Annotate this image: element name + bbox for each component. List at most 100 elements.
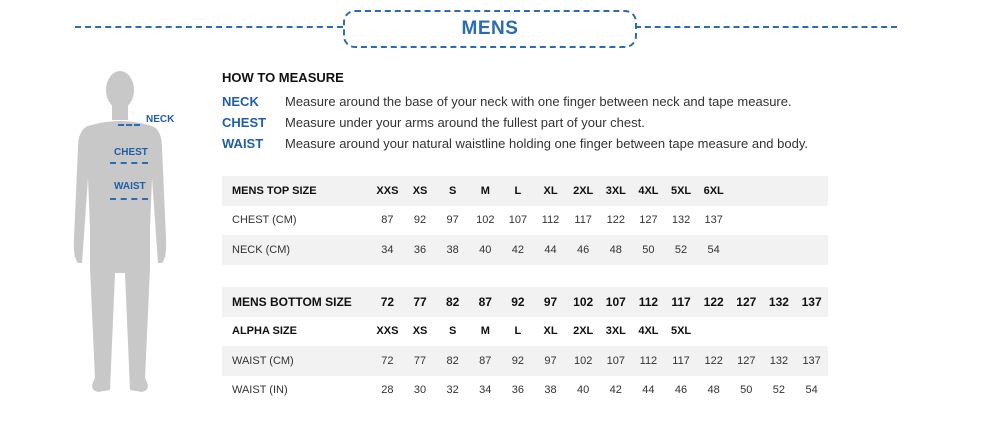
table-cell: 50: [632, 235, 665, 265]
table-cell: 3XL: [605, 325, 626, 338]
table-cell: 97: [534, 287, 567, 317]
table-cell: 132: [671, 214, 691, 227]
table-cell: [795, 206, 828, 236]
table-cell: 102: [566, 346, 600, 376]
page-title: MENS: [343, 10, 637, 48]
table-cell: 127: [729, 287, 763, 317]
table-cell: 48: [707, 384, 720, 397]
table-cell: XS: [412, 325, 428, 338]
table-cell: 92: [501, 287, 535, 317]
table-cell: 42: [501, 235, 535, 265]
table-cell: 4XL: [638, 325, 659, 338]
table-cell: 102: [566, 287, 600, 317]
how-to-heading: HOW TO MEASURE: [222, 70, 344, 85]
table-cell: [795, 176, 828, 206]
table-cell: 38: [544, 384, 557, 397]
table-cell: 102: [476, 214, 495, 227]
table-cell: 107: [508, 214, 528, 227]
measure-text: Measure around the base of your neck wit…: [285, 94, 792, 109]
table-cell: 137: [795, 346, 828, 376]
chest-line: [110, 162, 148, 164]
body-silhouette: [73, 71, 167, 392]
table-cell: XXS: [376, 325, 399, 338]
measure-text: Measure under your arms around the fulle…: [285, 115, 645, 130]
row-label: WAIST (CM): [222, 346, 372, 376]
table-cell: 77: [403, 287, 437, 317]
table-cell: 82: [436, 287, 469, 317]
table-cell: [795, 235, 828, 265]
table-cell: [729, 235, 763, 265]
table-cell: 36: [511, 384, 525, 397]
table-cell: 127: [639, 214, 658, 227]
figure-label-waist: WAIST: [114, 181, 146, 192]
title-rule-left: [75, 26, 343, 28]
row-label: NECK (CM): [222, 235, 372, 265]
neck-line: [118, 124, 140, 126]
table-cell: 122: [697, 287, 730, 317]
table-cell: 82: [436, 346, 469, 376]
table-cell: XL: [534, 176, 567, 206]
table-cell: 50: [740, 384, 753, 397]
table-cell: 127: [729, 346, 763, 376]
measure-neck: NECK Measure around the base of your neck…: [222, 94, 792, 109]
table-cell: 30: [413, 384, 427, 397]
measure-text: Measure around your natural waistline ho…: [285, 136, 808, 151]
table-cell: 122: [697, 346, 730, 376]
table-cell: 46: [674, 384, 688, 397]
table-cell: [763, 206, 796, 236]
measure-key: CHEST: [222, 115, 267, 130]
measure-chest: CHEST Measure under your arms around the …: [222, 115, 645, 130]
table-cell: 97: [446, 214, 459, 227]
table-cell: [763, 317, 796, 347]
table-cell: 2XL: [573, 325, 594, 338]
row-label: MENS BOTTOM SIZE: [222, 287, 372, 317]
table-cell: 54: [697, 235, 730, 265]
figure-label-neck: NECK: [146, 114, 175, 125]
table-cell: L: [501, 176, 535, 206]
table-cell: 72: [371, 287, 404, 317]
table-cell: 72: [371, 346, 404, 376]
bottom-size-table: MENS BOTTOM SIZE 72 77 82 87 92 97 102 107 112 117…: [222, 287, 828, 405]
row-label: WAIST (IN): [232, 384, 288, 397]
table-cell: 87: [381, 214, 394, 227]
table-cell: 46: [566, 235, 600, 265]
table-cell: 112: [632, 346, 665, 376]
table-cell: [729, 176, 763, 206]
row-label: ALPHA SIZE: [232, 325, 297, 338]
table-cell: 112: [541, 214, 560, 227]
table-row: ALPHA SIZE XXS XS S M L XL 2XL 3XL 4XL 5XL: [222, 317, 828, 347]
table-cell: XS: [403, 176, 437, 206]
table-cell: 4XL: [632, 176, 665, 206]
table-cell: 92: [501, 346, 535, 376]
table-cell: [762, 235, 796, 265]
row-label: CHEST (CM): [232, 214, 297, 227]
table-cell: 122: [606, 214, 625, 227]
title-rule-right: [635, 26, 897, 28]
table-cell: 32: [446, 384, 459, 397]
table-cell: 36: [403, 235, 437, 265]
table-cell: XXS: [371, 176, 404, 206]
table-cell: 52: [772, 384, 786, 397]
table-cell: 117: [664, 287, 698, 317]
table-cell: M: [468, 176, 502, 206]
table-cell: 137: [704, 214, 723, 227]
table-cell: 52: [664, 235, 698, 265]
table-cell: 2XL: [566, 176, 600, 206]
table-cell: 54: [805, 384, 818, 397]
table-cell: [697, 317, 730, 347]
measure-key: NECK: [222, 94, 259, 109]
table-cell: 5XL: [670, 325, 692, 338]
table-cell: 6XL: [697, 176, 730, 206]
table-cell: M: [480, 325, 490, 338]
waist-line: [110, 198, 148, 200]
table-cell: 28: [381, 384, 394, 397]
top-size-table: MENS TOP SIZE XXS XS S M L XL 2XL 3XL 4XL 5XL 6XL CH…: [222, 176, 828, 265]
table-cell: 42: [609, 384, 622, 397]
table-row: CHEST (CM) 87 92 97 102 107 112 117 122 127 132 137: [222, 206, 828, 236]
table-cell: 137: [795, 287, 828, 317]
measure-key: WAIST: [222, 136, 264, 151]
table-cell: XL: [543, 325, 558, 338]
table-cell: 48: [599, 235, 633, 265]
table-row: NECK (CM) 34 36 38 40 42 44 46 48 50 52 54: [222, 235, 828, 265]
table-row: WAIST (CM) 72 77 82 87 92 97 102 107 112 117 122 127…: [222, 346, 828, 376]
